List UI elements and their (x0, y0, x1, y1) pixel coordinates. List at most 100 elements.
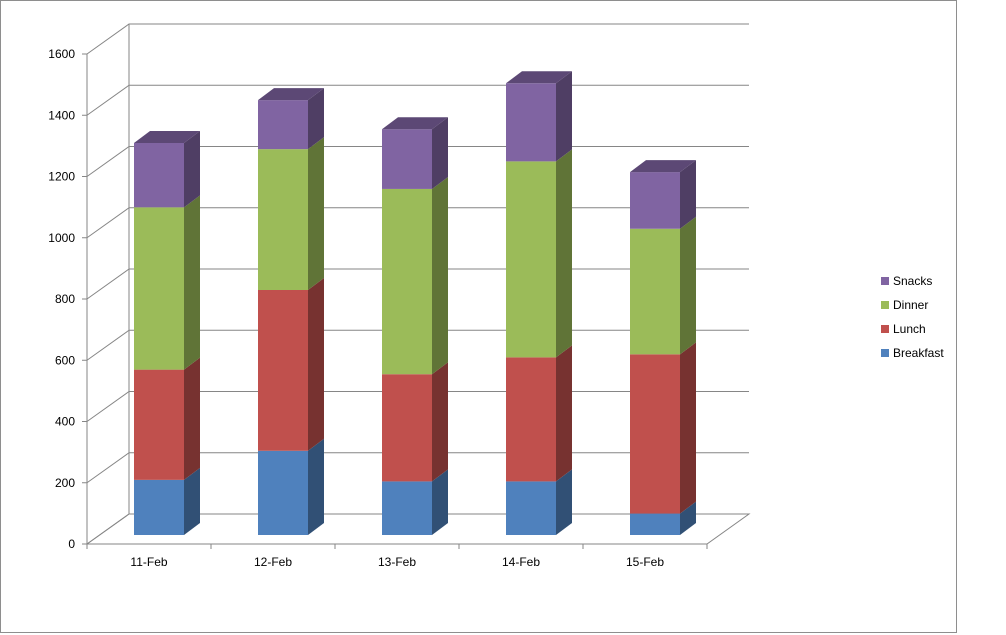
legend-label: Dinner (893, 298, 928, 312)
y-axis-tick-labels: 0 200 400 600 800 1000 1200 1400 1600 (48, 47, 75, 551)
bar-side (556, 345, 572, 482)
x-tick-label: 12-Feb (254, 555, 292, 569)
legend-label: Breakfast (893, 346, 944, 360)
y-tick-label: 600 (55, 353, 75, 367)
legend-swatch (881, 349, 889, 357)
legend: Snacks Dinner Lunch Breakfast (881, 274, 944, 360)
bar-breakfast-12-feb (258, 438, 324, 535)
bar-dinner-13-feb (382, 176, 448, 375)
bar-side (184, 357, 200, 480)
bar-front (506, 481, 556, 535)
bar-front (630, 228, 680, 355)
bar-front (630, 513, 680, 535)
bar-front (382, 188, 432, 375)
gridline (86, 23, 749, 55)
x-tick-label: 13-Feb (378, 555, 416, 569)
legend-item-lunch: Lunch (881, 322, 926, 336)
legend-item-snacks: Snacks (881, 274, 932, 288)
bar-front (134, 479, 184, 535)
bar-front (382, 129, 432, 189)
bar-snacks-13-feb (382, 117, 448, 189)
y-tick-label: 1200 (48, 170, 75, 184)
chart-area: 0 200 400 600 800 1000 1200 1400 1600 11-Feb 12-F… (0, 0, 957, 633)
bar-front (258, 149, 308, 290)
legend-swatch (881, 277, 889, 285)
bar-dinner-14-feb (506, 149, 572, 358)
axes (82, 24, 708, 549)
bar-top (134, 131, 200, 143)
bar-front (258, 100, 308, 150)
bar-side (556, 149, 572, 358)
y-tick-label: 0 (68, 537, 75, 551)
x-tick-label: 15-Feb (626, 555, 664, 569)
legend-item-dinner: Dinner (881, 298, 928, 312)
bar-side (680, 216, 696, 355)
bar-top (382, 117, 448, 130)
x-tick-label: 11-Feb (130, 555, 167, 569)
bar-snacks-12-feb (258, 88, 324, 150)
stacked-3d-column-chart: 0 200 400 600 800 1000 1200 1400 1600 11-Feb 12-F… (48, 23, 944, 569)
bar-side (432, 117, 448, 189)
bar-top (630, 160, 696, 173)
bar-front (630, 354, 680, 514)
bar-front (506, 161, 556, 358)
bar-side (308, 88, 324, 150)
bar-side (432, 469, 448, 535)
bar-lunch-13-feb (382, 362, 448, 482)
bar-lunch-12-feb (258, 278, 324, 451)
bar-front (258, 450, 308, 535)
bar-side (308, 278, 324, 451)
bar-side (308, 137, 324, 290)
bar-snacks-11-feb (134, 131, 200, 208)
bar-breakfast-15-feb (630, 501, 696, 535)
legend-swatch (881, 325, 889, 333)
bar-side (556, 469, 572, 535)
bar-dinner-12-feb (258, 137, 324, 290)
bar-side (432, 362, 448, 482)
bar-lunch-11-feb (134, 357, 200, 480)
x-axis-tick-labels: 11-Feb 12-Feb 13-Feb 14-Feb 15-Feb (130, 555, 664, 569)
y-tick-label: 800 (55, 292, 75, 306)
bar-breakfast-14-feb (506, 469, 572, 535)
bar-side (184, 467, 200, 535)
bar-front (134, 207, 184, 370)
bar-breakfast-11-feb (134, 467, 200, 535)
bar-dinner-15-feb (630, 216, 696, 355)
bar-top (258, 88, 324, 101)
legend-swatch (881, 301, 889, 309)
bar-lunch-14-feb (506, 345, 572, 482)
y-tick-label: 200 (55, 476, 75, 490)
bar-front (506, 83, 556, 162)
y-tick-label: 1000 (48, 231, 75, 245)
bar-front (258, 290, 308, 451)
bar-front (506, 357, 556, 482)
y-tick-label: 400 (55, 415, 75, 429)
bar-front (134, 143, 184, 208)
bar-front (382, 374, 432, 482)
legend-label: Lunch (893, 322, 926, 336)
legend-label: Snacks (893, 274, 932, 288)
y-tick-label: 1600 (48, 47, 75, 61)
bar-dinner-11-feb (134, 195, 200, 370)
bar-front (630, 172, 680, 229)
bar-front (382, 481, 432, 535)
bar-snacks-14-feb (506, 71, 572, 162)
bars (134, 71, 696, 535)
bar-side (308, 438, 324, 535)
bar-side (680, 342, 696, 514)
bar-side (432, 176, 448, 375)
bar-breakfast-13-feb (382, 469, 448, 535)
bar-lunch-15-feb (630, 342, 696, 514)
bar-side (556, 71, 572, 162)
bar-snacks-15-feb (630, 160, 696, 229)
bar-side (680, 160, 696, 229)
legend-item-breakfast: Breakfast (881, 346, 944, 360)
bar-side (680, 501, 696, 535)
bar-front (134, 369, 184, 480)
bar-top (506, 71, 572, 84)
bar-side (184, 195, 200, 370)
bar-side (184, 131, 200, 208)
x-tick-label: 14-Feb (502, 555, 540, 569)
gridline (86, 84, 749, 116)
y-tick-label: 1400 (48, 108, 75, 122)
